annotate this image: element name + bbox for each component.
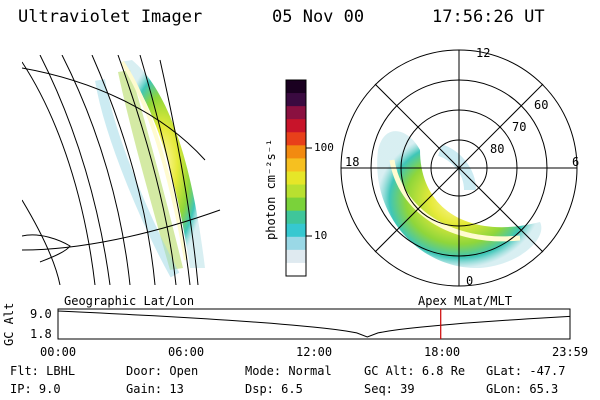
- alt-ylabel: GC Alt: [2, 302, 16, 346]
- geo-grid: [22, 55, 221, 285]
- footer-mode: Mode: Normal: [245, 364, 332, 378]
- polar-grid: [340, 49, 578, 287]
- footer-ip: IP: 9.0: [10, 382, 61, 396]
- footer-glon: GLon: 65.3: [486, 382, 559, 396]
- footer-dsp: Dsp: 6.5: [245, 382, 303, 396]
- lat-label-60: 60: [534, 98, 549, 112]
- colorbar-swatch: [286, 93, 306, 107]
- colorbar-swatch: [286, 171, 306, 186]
- aurora-band-inner: [118, 70, 183, 270]
- colorbar-swatch: [286, 106, 306, 120]
- alt-xtick-1: 06:00: [168, 345, 205, 359]
- colorbar-swatch: [286, 132, 306, 146]
- geographic-image: [22, 55, 221, 285]
- colorbar: [285, 79, 312, 277]
- alt-ytick-9: 9.0: [30, 307, 52, 321]
- alt-ytick-1.8: 1.8: [30, 327, 52, 341]
- colorbar-swatch: [286, 158, 306, 172]
- footer-glat: GLat: -47.7: [486, 364, 566, 378]
- colorbar-swatch: [286, 249, 306, 264]
- lat-label-80: 80: [490, 142, 505, 156]
- alt-xtick-3: 18:00: [424, 345, 461, 359]
- instrument-title: Ultraviolet Imager: [18, 7, 203, 27]
- footer-gcalt: GC Alt: 6.8 Re: [364, 364, 466, 378]
- colorbar-swatch: [286, 119, 306, 133]
- colorbar-swatch: [286, 210, 306, 225]
- mlt-label-6: 6: [572, 155, 580, 169]
- aurora-band-outer: [120, 60, 205, 268]
- colorbar-unit-label: photon cm⁻²s⁻¹: [264, 138, 278, 240]
- colorbar-swatch: [286, 223, 306, 238]
- colorbar-swatch: [286, 197, 306, 212]
- geo-projection-label: Geographic Lat/Lon: [64, 294, 195, 308]
- colorbar-swatch: [286, 80, 306, 94]
- date-label: 05 Nov 00: [272, 7, 365, 27]
- lat-label-70: 70: [512, 120, 527, 134]
- polar-aurora: [377, 131, 542, 269]
- footer-flt: Flt: LBHL: [10, 364, 76, 378]
- footer-gain: Gain: 13: [126, 382, 184, 396]
- colorbar-swatch: [286, 184, 306, 199]
- polar-image: [340, 49, 578, 287]
- alt-xtick-2: 12:00: [296, 345, 333, 359]
- footer-seq: Seq: 39: [364, 382, 415, 396]
- colorbar-swatch: [286, 145, 306, 159]
- colorbar-swatch: [286, 262, 306, 277]
- mlt-label-12: 12: [476, 46, 491, 60]
- alt-xtick-4: 23:59: [552, 345, 589, 359]
- mlt-label-0: 0: [466, 274, 474, 288]
- alt-xtick-0: 00:00: [40, 345, 77, 359]
- mlt-label-18: 18: [345, 155, 360, 169]
- apex-projection-label: Apex MLat/MLT: [418, 294, 512, 308]
- footer-door: Door: Open: [126, 364, 199, 378]
- colorbar-tick-100: 100: [314, 141, 334, 154]
- altitude-plot: [57, 308, 571, 340]
- time-label: 17:56:26 UT: [432, 7, 545, 27]
- colorbar-tick-10: 10: [314, 229, 328, 242]
- colorbar-swatch: [286, 236, 306, 251]
